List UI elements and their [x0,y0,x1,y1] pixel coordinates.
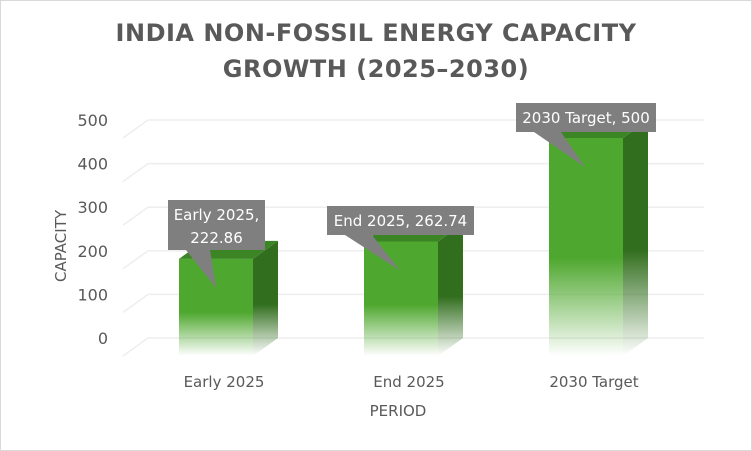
bar-side [623,120,648,356]
bar-side [438,223,463,356]
chart-title-line-1: INDIA NON-FOSSIL ENERGY CAPACITY [115,19,637,47]
y-axis-label: CAPACITY [52,209,70,282]
x-axis-label: PERIOD [370,402,427,420]
bar-front [364,241,438,356]
callout-box [168,200,265,250]
gridline-side [122,293,149,314]
x-tick-label: 2030 Target [549,373,638,391]
y-tick-label: 400 [77,155,108,174]
callout-pointer [186,250,216,288]
bar-2 [549,120,648,356]
data-label-2: 2030 Target, 500 [516,103,656,167]
y-tick-label: 0 [98,329,108,348]
data-label-0: Early 2025, 222.86 [168,200,265,288]
bar-front [179,258,253,356]
data-label-text: End 2025, 262.74 [334,212,467,230]
y-tick-label: 100 [77,285,108,304]
y-tick-label: 500 [77,111,108,130]
data-label-text: Early 2025, [174,206,260,224]
gridline-side [122,337,149,357]
bar-front [549,138,623,356]
gridline-side [122,119,149,139]
chart-title-line-2: GROWTH (2025–2030) [222,55,530,83]
gridline-side [122,162,149,183]
x-tick-label: Early 2025 [184,373,265,391]
bar-side [253,240,278,356]
data-label-text: 222.86 [190,229,243,247]
callout-box [327,206,474,235]
bar-1 [364,223,463,356]
y-tick-label: 200 [77,242,108,261]
x-tick-label: End 2025 [373,373,444,391]
callout-pointer [534,132,585,167]
gridline-side [122,206,149,226]
callout-box [516,103,656,132]
y-tick-label: 300 [77,198,108,217]
data-label-1: End 2025, 262.74 [327,206,474,271]
gridline-side [122,250,149,270]
callout-pointer [345,235,400,271]
data-label-text: 2030 Target, 500 [522,109,650,127]
